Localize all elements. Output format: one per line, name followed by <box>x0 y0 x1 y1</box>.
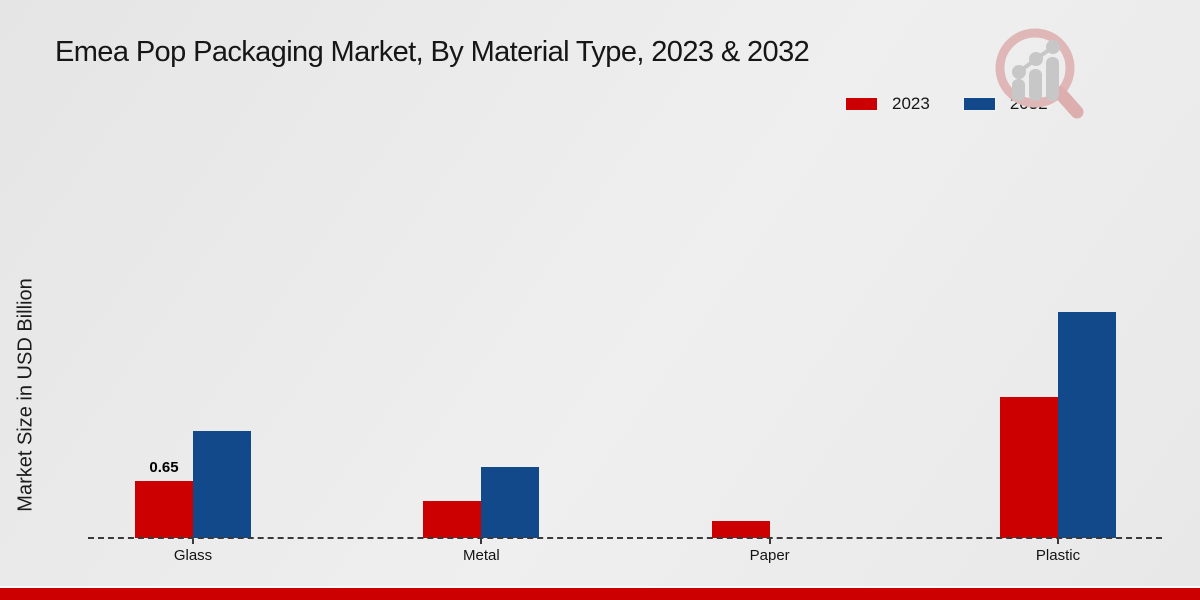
category-label-paper: Paper <box>749 547 790 564</box>
legend-swatch-2032 <box>962 97 996 111</box>
y-axis-label: Market Size in USD Billion <box>14 278 37 512</box>
legend-label: 2023 <box>892 94 930 113</box>
axis-tick-glass <box>192 539 194 544</box>
axis-tick-metal <box>480 539 483 544</box>
category-label-glass: Glass <box>173 547 213 564</box>
category-label-metal: Metal <box>462 547 500 564</box>
category-label-plastic: Plastic <box>1035 547 1081 564</box>
axis-tick-paper <box>768 539 771 544</box>
footer-red-strip <box>0 588 1200 600</box>
chart-title: Emea Pop Packaging Market, By Material T… <box>55 36 810 68</box>
bar-metal-2032 <box>481 467 540 538</box>
axis-tick-plastic <box>1056 539 1059 544</box>
magnifier-growth-logo-watermark <box>995 28 1084 119</box>
bar-metal-2023 <box>423 501 482 538</box>
bar-glass-2023 <box>135 481 193 538</box>
bar-plastic-2023 <box>999 397 1058 538</box>
x-axis-baseline <box>88 537 1162 539</box>
legend-item-2023: 2023 <box>845 94 930 114</box>
bar-paper-2023 <box>711 521 770 538</box>
bar-plastic-2032 <box>1057 312 1116 538</box>
bar-glass-2032 <box>193 431 251 538</box>
footer-divider <box>0 586 1200 588</box>
bar-value-label-glass-2023: 0.65 <box>149 459 179 476</box>
legend-swatch-2023 <box>845 97 878 111</box>
